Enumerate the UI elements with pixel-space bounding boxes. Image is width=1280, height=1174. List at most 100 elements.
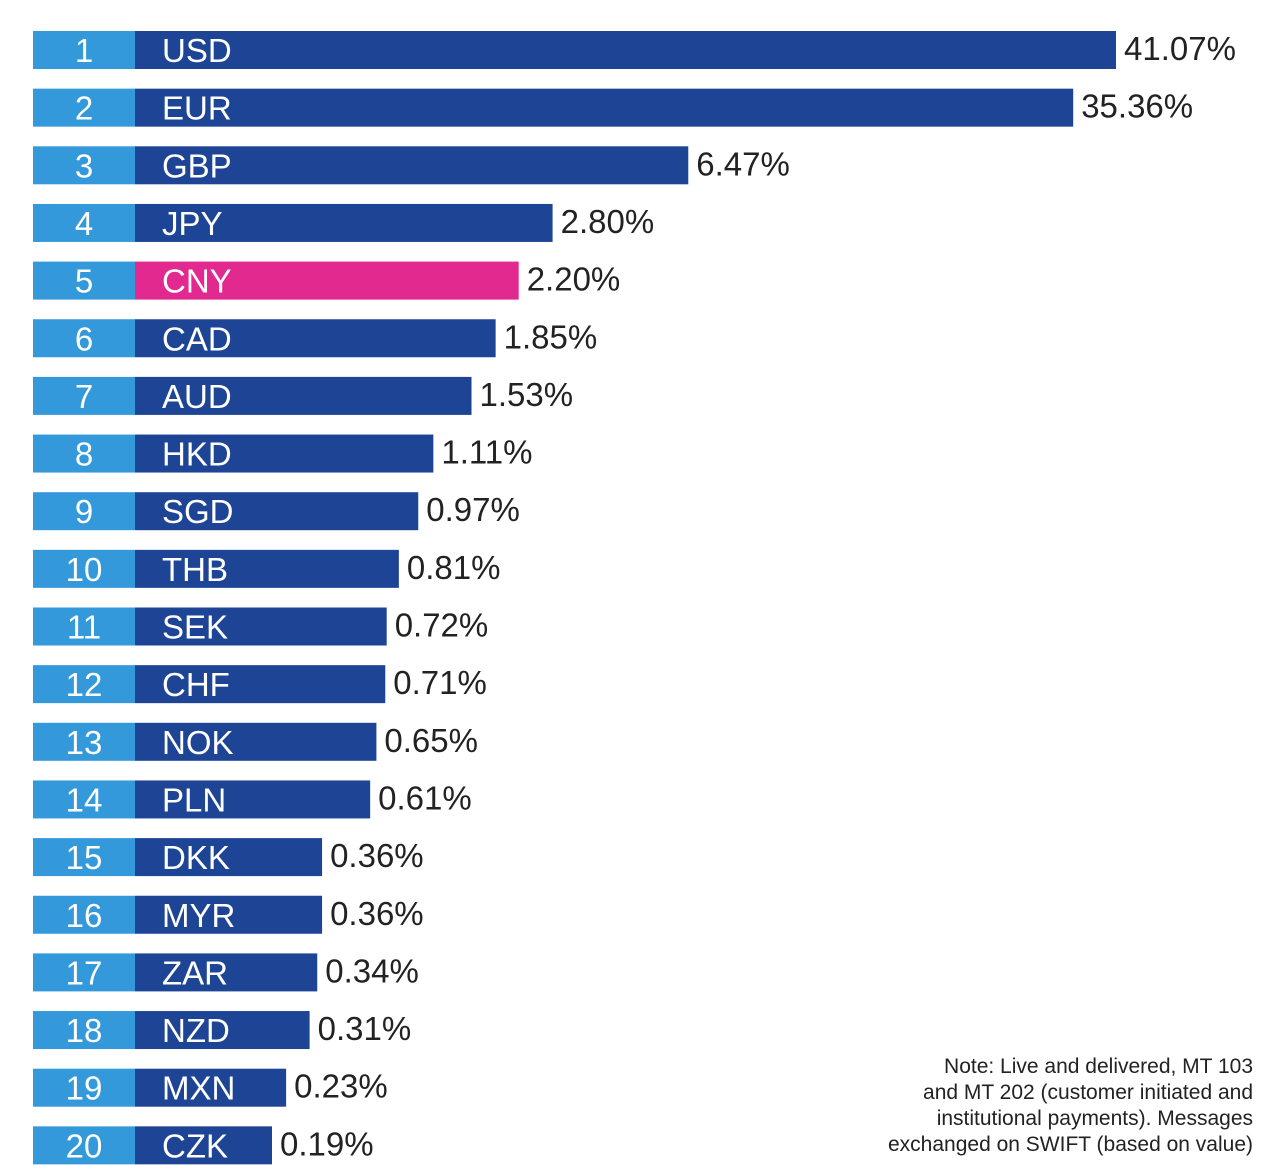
currency-label: CZK	[162, 1127, 228, 1164]
rank-box	[33, 1126, 135, 1165]
rank-box	[33, 838, 135, 877]
rank-box	[33, 319, 135, 358]
currency-label: CHF	[162, 666, 230, 703]
data-label: 35.36%	[1081, 88, 1193, 125]
data-label: 0.61%	[378, 779, 472, 816]
currency-label: MXN	[162, 1070, 235, 1107]
rank-label: 14	[66, 781, 103, 818]
bar-row: 17 ZAR 0.34%	[33, 952, 419, 992]
bar	[135, 146, 689, 185]
rank-label: 19	[66, 1070, 103, 1107]
rank-box	[33, 953, 135, 992]
rank-box	[33, 261, 135, 300]
bar	[135, 492, 419, 531]
data-label: 6.47%	[696, 145, 790, 182]
rank-label: 5	[75, 263, 93, 300]
rank-box	[33, 376, 135, 415]
bar	[135, 780, 371, 819]
rank-label: 12	[66, 666, 103, 703]
rank-label: 2	[75, 90, 93, 127]
bar-row: 7 AUD 1.53%	[33, 376, 573, 415]
rank-label: 13	[66, 724, 103, 761]
rank-box	[33, 88, 135, 127]
rank-label: 10	[66, 551, 103, 588]
bar-row: 18 NZD 0.31%	[33, 1010, 412, 1050]
rank-box	[33, 31, 135, 69]
currency-label: MYR	[162, 897, 235, 934]
bar	[135, 319, 496, 358]
bar-row: 14 PLN 0.61%	[33, 779, 472, 819]
data-label: 0.23%	[294, 1068, 388, 1105]
data-label: 41.07%	[1124, 30, 1236, 67]
data-label: 0.81%	[407, 549, 501, 586]
bar-row: 9 SGD 0.97%	[33, 491, 520, 531]
data-label: 1.53%	[480, 376, 574, 413]
bar	[135, 549, 399, 588]
rank-box	[33, 434, 135, 473]
bar	[135, 434, 434, 473]
currency-label: CAD	[162, 320, 232, 357]
bar	[135, 31, 1116, 69]
bar-row: 6 CAD 1.85%	[33, 318, 597, 358]
note-line: institutional payments). Messages	[936, 1107, 1253, 1130]
bar-row: 3 GBP 6.47%	[33, 145, 790, 185]
currency-label: DKK	[162, 839, 230, 876]
currency-label: SGD	[162, 493, 234, 530]
currency-label: AUD	[162, 378, 232, 415]
bar-row: 1 USD 41.07%	[33, 30, 1236, 69]
bar	[135, 376, 472, 415]
rank-box	[33, 1068, 135, 1107]
rank-label: 4	[75, 205, 93, 242]
bar	[135, 838, 323, 877]
data-label: 0.65%	[384, 722, 478, 759]
bar-row: 10 THB 0.81%	[33, 549, 500, 588]
data-label: 1.11%	[441, 434, 532, 471]
bar	[135, 203, 553, 242]
bar-row: 16 MYR 0.36%	[33, 895, 424, 934]
rank-label: 18	[66, 1012, 103, 1049]
rank-label: 17	[66, 954, 103, 991]
rank-label: 15	[66, 839, 103, 876]
currency-label: JPY	[162, 205, 223, 242]
data-label: 2.80%	[561, 203, 655, 240]
currency-label: USD	[162, 32, 232, 69]
bar-row: 4 JPY 2.80%	[33, 203, 654, 242]
bar	[135, 88, 1074, 127]
bar	[135, 1068, 287, 1107]
bar-row: 19 MXN 0.23%	[33, 1068, 388, 1107]
bar	[135, 895, 323, 934]
note-line: and MT 202 (customer initiated and	[923, 1081, 1253, 1104]
rank-label: 9	[75, 493, 93, 530]
rank-label: 11	[67, 609, 101, 646]
rank-box	[33, 492, 135, 531]
rank-label: 8	[75, 436, 93, 473]
bar	[135, 953, 318, 992]
rank-box	[33, 665, 135, 704]
note-line: Note: Live and delivered, MT 103	[944, 1055, 1253, 1078]
bar-row: 2 EUR 35.36%	[33, 88, 1193, 127]
bar-row: 8 HKD 1.11%	[33, 434, 532, 473]
data-label: 2.20%	[527, 261, 621, 298]
rank-box	[33, 1011, 135, 1050]
bar-row: 5 CNY 2.20%	[33, 261, 620, 300]
rank-label: 20	[66, 1127, 103, 1164]
rank-box	[33, 780, 135, 819]
bar-row: 13 NOK 0.65%	[33, 722, 478, 761]
rank-label: 7	[75, 378, 93, 415]
rank-label: 1	[75, 32, 93, 69]
currency-label: NZD	[162, 1012, 230, 1049]
currency-label: PLN	[162, 781, 226, 818]
data-label: 0.97%	[426, 491, 520, 528]
bar	[135, 607, 387, 646]
bar	[135, 665, 386, 704]
note-line: exchanged on SWIFT (based on value)	[888, 1133, 1253, 1156]
data-label: 0.31%	[318, 1010, 412, 1047]
data-label: 0.36%	[330, 895, 424, 932]
currency-label: GBP	[162, 147, 232, 184]
currency-label: ZAR	[162, 954, 228, 991]
rank-label: 3	[75, 147, 93, 184]
currency-label: HKD	[162, 436, 232, 473]
rank-box	[33, 895, 135, 934]
rank-box	[33, 549, 135, 588]
